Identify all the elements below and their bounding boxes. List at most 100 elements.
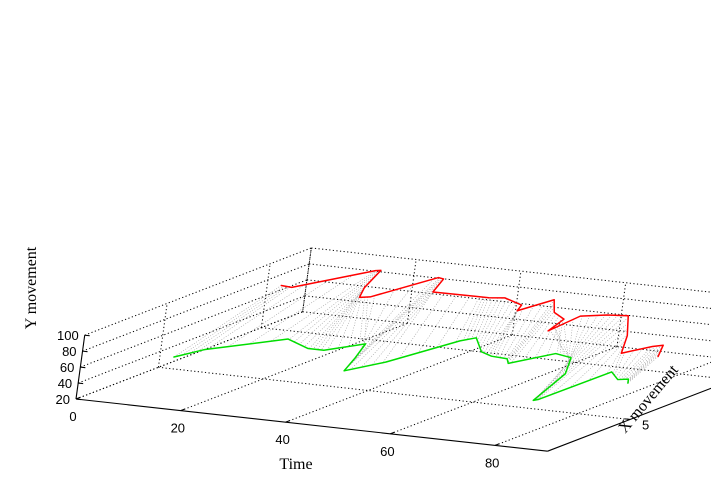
y-tick-label: 100 [57, 328, 79, 343]
surface-mesh-line [348, 297, 362, 347]
series-layer [173, 269, 664, 402]
surface-mesh-line [483, 302, 517, 354]
surface-mesh-line [475, 297, 494, 339]
surface-mesh-line [536, 317, 629, 400]
z-tick-label: 5 [642, 417, 649, 432]
x-axis-line [75, 398, 548, 452]
grid-line-left-wall-y [78, 295, 305, 384]
surface-mesh-line [477, 297, 499, 342]
surface-mesh-line [350, 279, 443, 370]
surface-mesh-line [510, 310, 555, 364]
surface-mesh-line [522, 313, 557, 361]
surface-mesh-line [495, 309, 519, 357]
surface-mesh-line [615, 350, 635, 378]
surface-mesh-line [270, 270, 376, 342]
surface-mesh-line [353, 278, 435, 361]
surface-mesh-line [364, 296, 369, 346]
surface-mesh-line [552, 315, 598, 384]
grid-line-floor-t [180, 322, 408, 412]
surface-mesh-line [479, 298, 508, 349]
surface-mesh-line [565, 315, 583, 372]
surface-mesh-line [549, 329, 569, 358]
y-tick-label: 40 [58, 376, 72, 391]
y-axis-label: Y movement [23, 246, 40, 329]
surface-mesh-line [320, 290, 363, 351]
y-tick-label: 80 [62, 344, 76, 359]
surface-mesh-line [358, 289, 395, 354]
surface-mesh-line [507, 299, 555, 361]
z-axis-line [547, 387, 711, 452]
surface-mesh-line [361, 283, 440, 368]
x-tick-label: 20 [171, 421, 185, 436]
y-tick [82, 350, 88, 353]
grid-line-back-wall-y [311, 247, 711, 293]
series-line-red [280, 269, 664, 358]
x-tick [285, 420, 290, 423]
surface-mesh-line [567, 319, 574, 368]
x-tick [390, 431, 395, 435]
surface-mesh-line [344, 278, 443, 370]
surface-mesh-line [561, 315, 591, 378]
surface-mesh-line [327, 293, 362, 350]
surface-mesh-line [554, 327, 571, 360]
surface-mesh-line [347, 278, 442, 367]
surface-mesh-line [293, 270, 379, 343]
surface-mesh-line [467, 297, 486, 340]
surface-mesh-line [304, 273, 379, 347]
surface-mesh-line [507, 307, 555, 363]
surface-mesh-line [382, 291, 434, 363]
x-tick-label: 0 [69, 409, 76, 424]
surface-mesh-line [337, 296, 361, 349]
grid-line-back-wall-y [302, 311, 711, 358]
surface-mesh-line [491, 308, 520, 357]
surface-mesh-line [627, 353, 660, 383]
grid-line-left-wall-y [84, 247, 312, 336]
x-tick [494, 443, 500, 446]
x-tick-label: 60 [380, 444, 394, 459]
grid-line-left-wall-y [82, 263, 310, 352]
surface-mesh-line [556, 319, 564, 354]
surface-mesh-line [507, 303, 555, 362]
surface-mesh-line [606, 344, 625, 374]
x-tick-label: 40 [275, 432, 289, 447]
surface-mesh [173, 270, 663, 401]
surface-mesh-line [478, 297, 503, 345]
surface-mesh-line [625, 345, 659, 380]
x-tick [180, 408, 186, 412]
series-line-green [173, 337, 630, 402]
surface-mesh-line [228, 279, 330, 347]
grid-layer [75, 247, 711, 446]
surface-mesh-line [550, 328, 628, 395]
surface-mesh-line [612, 349, 623, 374]
grid-line-left-wall-y [80, 279, 308, 368]
surface-mesh-line [503, 305, 534, 359]
y-tick [78, 382, 84, 385]
surface-mesh-line [398, 292, 445, 359]
surface-mesh-line [553, 326, 566, 357]
grid-line-floor-t [495, 361, 711, 446]
surface-mesh-line [486, 304, 522, 355]
surface-mesh-line [614, 352, 626, 376]
surface-mesh-line [587, 339, 627, 381]
surface-mesh-line [627, 345, 662, 380]
y-tick [84, 334, 90, 337]
axis-layer: 02040608020406080100510 [56, 328, 711, 470]
y-tick-label: 60 [60, 360, 74, 375]
y-tick-label: 20 [56, 392, 70, 407]
surface-mesh-line [359, 297, 366, 345]
x-tick-label: 80 [485, 455, 499, 470]
surface-mesh-line [316, 287, 365, 350]
surface-mesh-line [499, 308, 524, 358]
surface-mesh-line [544, 314, 606, 391]
surface-mesh-line [471, 297, 489, 339]
surface-mesh-line [533, 315, 619, 401]
surface-mesh-line [462, 296, 483, 341]
surface-mesh-line [189, 286, 288, 354]
y-tick [80, 366, 86, 369]
surface-mesh-line [534, 315, 560, 358]
grid-line-floor-t [75, 311, 303, 400]
surface-mesh-line [371, 287, 437, 366]
surface-mesh-line [628, 346, 663, 381]
